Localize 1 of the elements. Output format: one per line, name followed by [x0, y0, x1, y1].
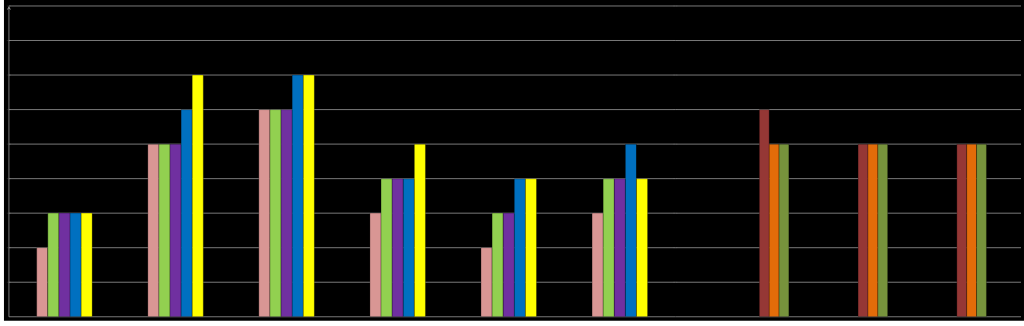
bar: [414, 144, 426, 317]
